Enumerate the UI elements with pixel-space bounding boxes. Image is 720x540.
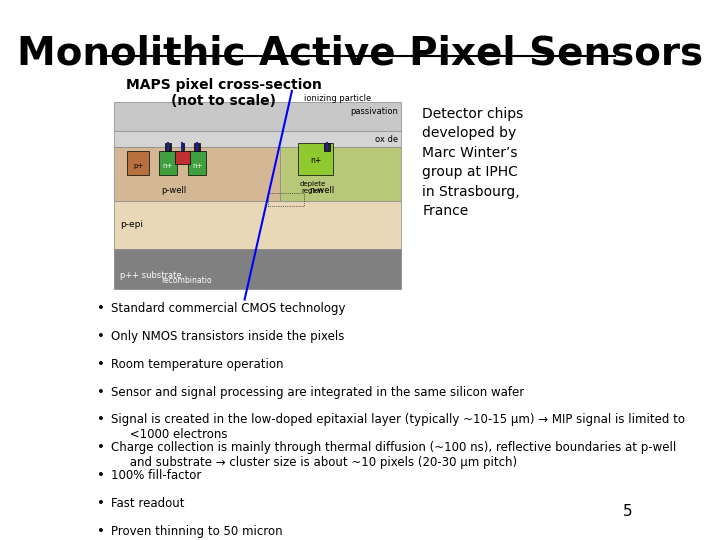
Text: •: •	[96, 330, 104, 343]
Text: •: •	[96, 497, 104, 510]
Text: Signal is created in the low-doped epitaxial layer (typically ~10-15 μm) → MIP s: Signal is created in the low-doped epita…	[112, 414, 685, 442]
Text: Sensor and signal processing are integrated in the same silicon wafer: Sensor and signal processing are integra…	[112, 386, 525, 399]
Text: •: •	[96, 386, 104, 399]
Text: 5: 5	[623, 504, 632, 519]
Text: p-epi: p-epi	[120, 220, 143, 229]
FancyBboxPatch shape	[114, 131, 402, 147]
Text: Monolithic Active Pixel Sensors: Monolithic Active Pixel Sensors	[17, 35, 703, 73]
Text: ox de: ox de	[375, 134, 398, 144]
FancyBboxPatch shape	[114, 102, 402, 131]
Text: •: •	[96, 302, 104, 315]
Text: Detector chips
developed by
Marc Winter’s
group at IPHC
in Strasbourg,
France: Detector chips developed by Marc Winter’…	[422, 107, 523, 219]
FancyBboxPatch shape	[298, 143, 333, 175]
Text: Fast readout: Fast readout	[112, 497, 185, 510]
Bar	[269, 193, 304, 206]
Text: Charge collection is mainly through thermal diffusion (~100 ns), reflective boun: Charge collection is mainly through ther…	[112, 441, 677, 469]
Text: 100% fill-factor: 100% fill-factor	[112, 469, 202, 482]
Text: n-well: n-well	[309, 186, 334, 195]
Text: p-well: p-well	[161, 186, 186, 195]
Text: ionizing particle: ionizing particle	[304, 93, 371, 103]
Text: •: •	[96, 441, 104, 454]
Text: n+: n+	[192, 163, 202, 169]
FancyBboxPatch shape	[176, 151, 189, 164]
Text: Room temperature operation: Room temperature operation	[112, 358, 284, 371]
Text: deplete
region: deplete region	[300, 181, 325, 194]
FancyBboxPatch shape	[194, 143, 200, 151]
Text: p++ substrate: p++ substrate	[120, 271, 182, 280]
Text: •: •	[96, 358, 104, 371]
FancyBboxPatch shape	[325, 143, 330, 151]
FancyBboxPatch shape	[114, 200, 402, 249]
FancyBboxPatch shape	[280, 147, 402, 200]
Text: passivation: passivation	[351, 107, 398, 116]
Text: •: •	[96, 469, 104, 482]
Text: MAPS pixel cross-section
(not to scale): MAPS pixel cross-section (not to scale)	[126, 78, 322, 108]
Text: •: •	[96, 414, 104, 427]
Text: n+: n+	[310, 156, 321, 165]
FancyBboxPatch shape	[114, 102, 402, 289]
FancyBboxPatch shape	[114, 249, 402, 289]
FancyBboxPatch shape	[189, 151, 206, 175]
Text: Only NMOS transistors inside the pixels: Only NMOS transistors inside the pixels	[112, 330, 345, 343]
FancyBboxPatch shape	[159, 151, 176, 175]
FancyBboxPatch shape	[165, 143, 171, 151]
Text: recombinatio: recombinatio	[162, 275, 212, 285]
FancyBboxPatch shape	[181, 143, 184, 151]
Text: p+: p+	[133, 163, 143, 169]
Text: Proven thinning to 50 micron: Proven thinning to 50 micron	[112, 525, 283, 538]
Text: Standard commercial CMOS technology: Standard commercial CMOS technology	[112, 302, 346, 315]
FancyBboxPatch shape	[127, 151, 149, 175]
Text: •: •	[96, 525, 104, 538]
FancyBboxPatch shape	[114, 147, 280, 200]
Text: n+: n+	[163, 163, 173, 169]
